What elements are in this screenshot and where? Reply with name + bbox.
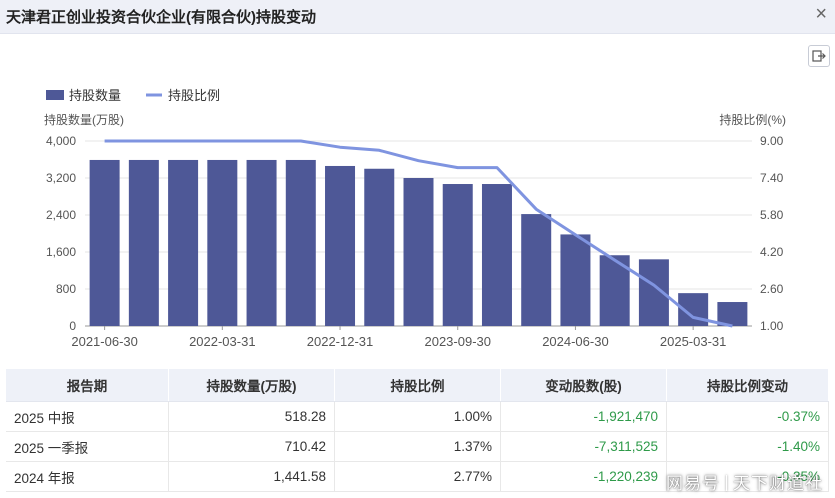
right-tick-label: 9.00 (760, 134, 784, 148)
bar-2022-12-31 (325, 165, 356, 326)
header-change[interactable]: 变动股数(股) (500, 369, 667, 402)
bar-2022-09-30 (285, 159, 316, 326)
bar-2024-06-30 (560, 234, 591, 326)
table-row[interactable]: 2025 一季报 710.42 1.37% -7,311,525 -1.40% (6, 431, 829, 462)
cell-ratio-change: -0.37% (666, 401, 829, 432)
export-button[interactable] (808, 45, 830, 67)
x-tick-label: 2022-12-31 (307, 334, 374, 349)
bar-2025-06-30 (717, 302, 748, 326)
legend-bar-swatch (46, 90, 64, 100)
close-icon[interactable]: × (815, 3, 827, 25)
bar-2021-12-31 (168, 159, 199, 326)
right-tick-label: 7.40 (760, 171, 784, 185)
bar-2024-03-31 (521, 214, 552, 326)
holding-table: 报告期 持股数量(万股) 持股比例 变动股数(股) 持股比例变动 2025 中报… (6, 369, 829, 492)
bar-2023-12-31 (481, 184, 512, 326)
watermark-divider (726, 475, 727, 491)
header-shares[interactable]: 持股数量(万股) (168, 369, 335, 402)
right-axis-title: 持股比例(%) (719, 112, 786, 127)
left-axis-title: 持股数量(万股) (44, 112, 124, 127)
left-tick-label: 4,000 (46, 134, 76, 148)
bar-2022-03-31 (207, 159, 238, 326)
header-ratio-change[interactable]: 持股比例变动 (666, 369, 829, 402)
x-tick-label: 2023-09-30 (424, 334, 491, 349)
right-tick-label: 5.80 (760, 208, 784, 222)
title-bar: 天津君正创业投资合伙企业(有限合伙)持股变动 × (0, 0, 835, 34)
watermark-source: 网易号 (666, 474, 720, 493)
left-tick-label: 0 (69, 319, 76, 333)
bar-2023-03-31 (364, 168, 395, 326)
x-tick-label: 2021-06-30 (71, 334, 138, 349)
table-header-row: 报告期 持股数量(万股) 持股比例 变动股数(股) 持股比例变动 (6, 369, 829, 402)
legend-bar-label: 持股数量 (69, 88, 121, 103)
cell-ratio: 1.00% (334, 401, 501, 432)
table-row[interactable]: 2025 中报 518.28 1.00% -1,921,470 -0.37% (6, 401, 829, 432)
dialog-title: 天津君正创业投资合伙企业(有限合伙)持股变动 (6, 9, 316, 26)
bar-2021-06-30 (89, 159, 120, 326)
bar-2023-06-30 (403, 178, 434, 326)
export-icon (812, 50, 826, 62)
bar-2023-09-30 (442, 184, 473, 326)
watermark: 网易号 天下财道社 (666, 469, 823, 494)
cell-shares: 518.28 (168, 401, 335, 432)
left-tick-label: 1,600 (46, 245, 76, 259)
cell-period: 2024 年报 (6, 461, 169, 492)
right-tick-label: 4.20 (760, 245, 784, 259)
cell-period: 2025 一季报 (6, 431, 169, 462)
x-tick-label: 2024-06-30 (542, 334, 609, 349)
header-period[interactable]: 报告期 (6, 369, 169, 402)
right-tick-label: 2.60 (760, 282, 784, 296)
cell-change: -1,921,470 (500, 401, 667, 432)
ratio-line (104, 139, 733, 328)
left-tick-label: 800 (56, 282, 76, 296)
x-tick-label: 2022-03-31 (189, 334, 256, 349)
header-ratio[interactable]: 持股比例 (334, 369, 501, 402)
watermark-author: 天下财道社 (733, 474, 823, 493)
left-tick-label: 2,400 (46, 208, 76, 222)
left-tick-label: 3,200 (46, 171, 76, 185)
cell-change: -1,220,239 (500, 461, 667, 492)
cell-change: -7,311,525 (500, 431, 667, 462)
x-tick-label: 2025-03-31 (660, 334, 727, 349)
cell-period: 2025 中报 (6, 401, 169, 432)
cell-shares: 710.42 (168, 431, 335, 462)
cell-ratio: 1.37% (334, 431, 501, 462)
right-tick-label: 1.00 (760, 319, 784, 333)
bar-2021-09-30 (128, 159, 159, 326)
cell-shares: 1,441.58 (168, 461, 335, 492)
cell-ratio-change: -0.35% (666, 461, 829, 492)
cell-ratio: 2.77% (334, 461, 501, 492)
cell-ratio-change: -1.40% (666, 431, 829, 462)
legend-line-label: 持股比例 (168, 88, 220, 103)
bar-2022-06-30 (246, 159, 277, 326)
table-row[interactable]: 2024 年报 1,441.58 2.77% -1,220,239 -0.35% (6, 461, 829, 492)
